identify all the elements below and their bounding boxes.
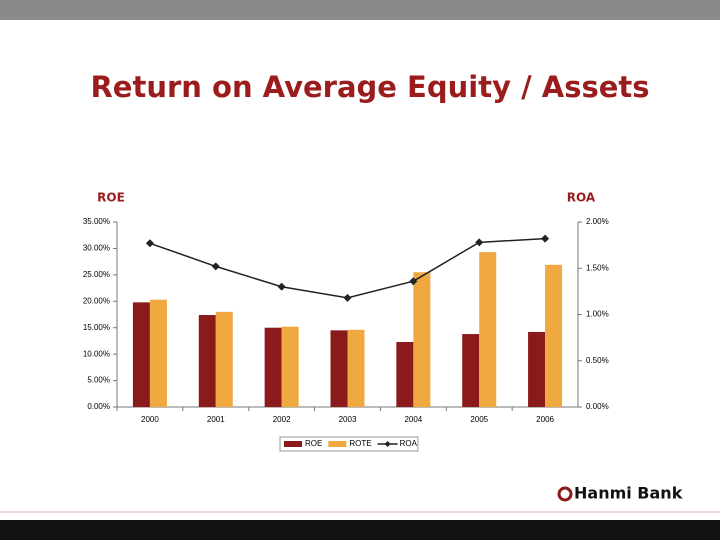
x-tick-label: 2004 xyxy=(404,415,422,424)
bar xyxy=(545,264,563,407)
bar xyxy=(149,299,167,407)
x-tick-label: 2001 xyxy=(207,415,225,424)
x-tick-label: 2005 xyxy=(470,415,488,424)
marker xyxy=(409,277,418,286)
bar xyxy=(462,334,480,407)
legend-label: ROTE xyxy=(349,439,371,448)
marker xyxy=(211,262,220,271)
x-tick-label: 2000 xyxy=(141,415,159,424)
y-tick-label: 10.00% xyxy=(83,349,110,358)
bar xyxy=(330,330,348,407)
legend-box xyxy=(279,436,419,452)
bar xyxy=(528,331,546,407)
y-tick-label: 15.00% xyxy=(83,323,110,332)
bar xyxy=(281,326,299,407)
footer-bar xyxy=(0,520,720,540)
y2-tick-label: 0.50% xyxy=(586,356,609,365)
y2-tick-label: 1.00% xyxy=(586,310,609,319)
bar xyxy=(479,252,497,407)
marker xyxy=(145,239,154,248)
x-tick-label: 2003 xyxy=(339,415,357,424)
y-tick-label: 0.00% xyxy=(87,402,110,411)
slide-title: Return on Average Equity / Assets xyxy=(90,70,649,104)
bar xyxy=(413,272,431,407)
logo: Hanmi Bank xyxy=(557,484,683,503)
legend-swatch xyxy=(328,441,347,447)
legend-swatch xyxy=(284,441,302,447)
bar xyxy=(264,327,282,407)
y2-tick-label: 1.50% xyxy=(586,263,609,272)
y-tick-label: 25.00% xyxy=(83,270,110,279)
bar xyxy=(396,341,414,407)
x-tick-label: 2006 xyxy=(536,415,554,424)
marker xyxy=(277,282,286,291)
marker xyxy=(343,293,352,302)
y-axis-label: ROE xyxy=(97,191,125,205)
legend-label: ROA xyxy=(400,439,418,448)
bar xyxy=(215,311,233,407)
bar xyxy=(132,302,150,407)
y2-axis-label: ROA xyxy=(567,191,596,205)
bar xyxy=(198,315,216,407)
y2-tick-label: 2.00% xyxy=(586,217,609,226)
x-tick-label: 2002 xyxy=(273,415,291,424)
legend-label: ROE xyxy=(305,439,322,448)
y-tick-label: 20.00% xyxy=(83,296,110,305)
y2-tick-label: 0.00% xyxy=(586,402,609,411)
top-bar xyxy=(0,0,720,20)
y-tick-label: 35.00% xyxy=(83,217,110,226)
logo-text: Hanmi Bank xyxy=(574,484,683,503)
marker xyxy=(475,238,484,247)
logo-icon xyxy=(557,486,573,502)
bar xyxy=(347,329,365,407)
y-tick-label: 5.00% xyxy=(87,376,110,385)
marker xyxy=(541,234,550,243)
legend-marker xyxy=(384,441,391,447)
y-tick-label: 30.00% xyxy=(83,244,110,253)
